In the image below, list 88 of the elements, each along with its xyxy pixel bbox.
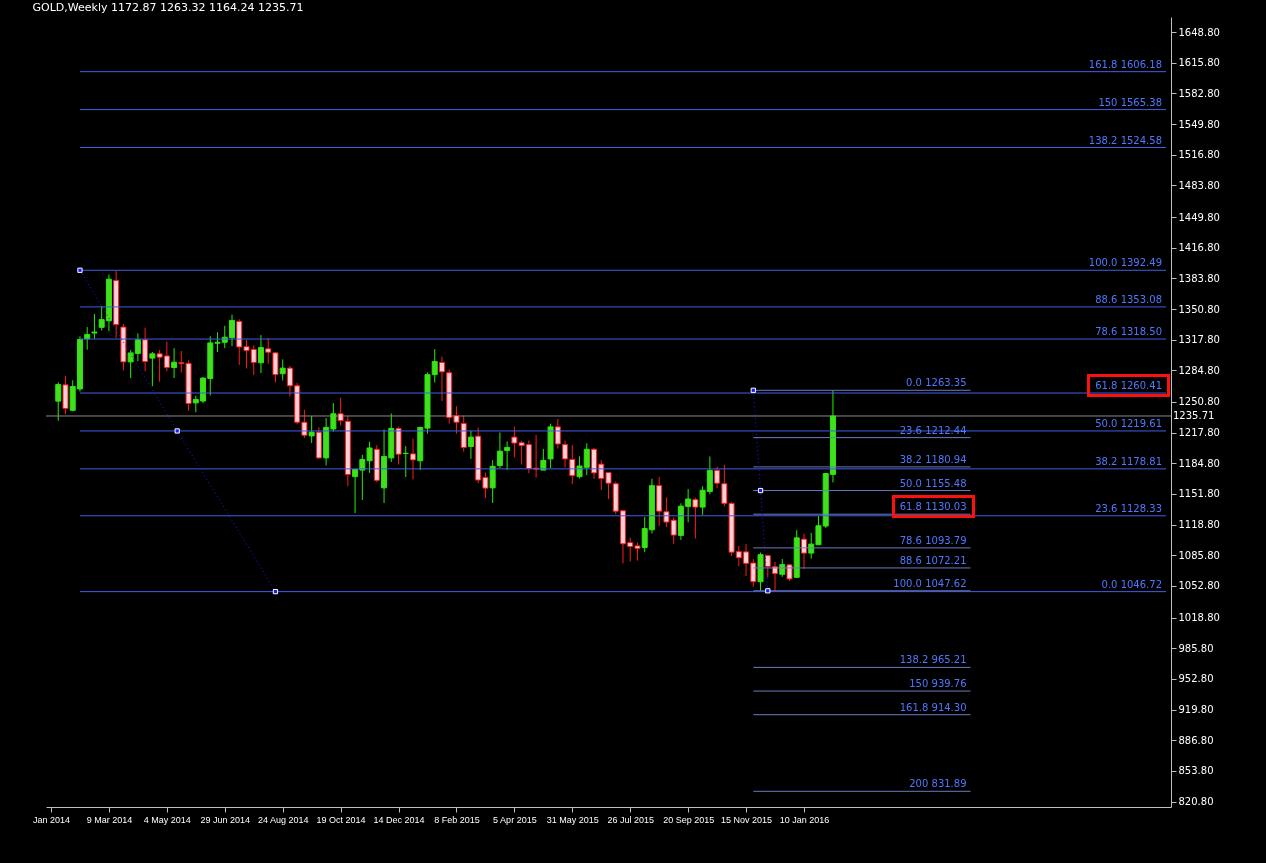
y-tick-label: 1582.80 xyxy=(1178,87,1220,99)
y-tick-label: 1483.80 xyxy=(1178,179,1220,191)
y-tick-label: 886.80 xyxy=(1178,734,1214,746)
point xyxy=(174,428,180,434)
candlestick xyxy=(149,351,156,387)
candlestick xyxy=(257,334,264,374)
candlestick xyxy=(142,327,149,372)
candlestick xyxy=(467,430,474,460)
candlestick xyxy=(410,438,417,480)
annotation: 38.2 1178.81 xyxy=(1095,455,1162,467)
y-tick-label: 1284.80 xyxy=(1178,364,1220,376)
point xyxy=(757,487,764,494)
x-tick-label: 26 Jul 2015 xyxy=(607,814,654,825)
annotation: 100.0 1047.62 xyxy=(893,577,967,589)
annotation: 61.8 1130.03 xyxy=(899,501,967,513)
y-tick-label: 853.80 xyxy=(1178,765,1214,777)
annotation: 0.0 1046.72 xyxy=(1101,578,1162,590)
annotation: 150 1565.38 xyxy=(1098,96,1162,108)
candlestick xyxy=(337,397,344,426)
candlestick xyxy=(438,356,445,402)
annotation: 88.6 1072.21 xyxy=(899,554,967,566)
x-tick-label: 20 Sep 2015 xyxy=(663,814,715,825)
annotation: 23.6 1128.33 xyxy=(1095,502,1162,514)
x-tick-label: 15 Nov 2015 xyxy=(721,814,773,825)
annotation: 50.0 1155.48 xyxy=(899,477,967,489)
y-tick-label: 1615.80 xyxy=(1178,57,1220,69)
y-tick-label: 1184.80 xyxy=(1178,457,1220,469)
annotation: 161.8 914.30 xyxy=(899,701,967,713)
point xyxy=(750,387,756,393)
candlestick xyxy=(460,415,467,453)
ref-line-label: 1235.71 xyxy=(1173,409,1215,421)
candlestick xyxy=(55,381,62,422)
annotation: 38.2 1180.94 xyxy=(899,453,967,465)
annotation: 78.6 1093.79 xyxy=(899,534,967,546)
candlestick xyxy=(171,347,178,379)
x-tick-label: 19 Oct 2014 xyxy=(316,814,366,825)
candlestick xyxy=(279,358,286,381)
x-tick-label: 10 Jan 2016 xyxy=(779,814,830,825)
y-tick-label: 1118.80 xyxy=(1178,519,1220,531)
annotation: 200 831.89 xyxy=(909,778,967,790)
candlestick xyxy=(692,497,699,539)
y-tick-label: 1516.80 xyxy=(1178,149,1220,161)
y-tick-label: 1350.80 xyxy=(1178,303,1220,315)
x-tick-label: 29 Jun 2014 xyxy=(200,814,251,825)
y-tick-label: 1383.80 xyxy=(1178,272,1220,284)
annotation: 61.8 1260.41 xyxy=(1095,380,1162,392)
candlestick xyxy=(308,415,315,444)
y-tick-label: 1416.80 xyxy=(1178,242,1220,254)
x-tick-label: 14 Dec 2014 xyxy=(373,814,425,825)
y-tick-label: 820.80 xyxy=(1178,796,1214,808)
y-tick-label: 1549.80 xyxy=(1178,118,1220,130)
candlestick xyxy=(489,459,496,504)
annotation: 150 939.76 xyxy=(909,678,967,690)
y-tick-label: 1648.80 xyxy=(1178,26,1220,38)
y-tick-label: 1085.80 xyxy=(1178,549,1220,561)
y-tick-label: 1052.80 xyxy=(1178,580,1220,592)
candlestick xyxy=(62,375,69,415)
annotation: 88.6 1353.08 xyxy=(1095,293,1162,305)
annotation: 78.6 1318.50 xyxy=(1095,326,1162,338)
y-tick-label: 1151.80 xyxy=(1178,488,1220,500)
point xyxy=(77,267,83,273)
x-tick-label: Jan 2014 xyxy=(32,814,71,825)
x-tick-label: 8 Feb 2015 xyxy=(434,814,480,825)
y-tick-label: 919.80 xyxy=(1178,704,1214,716)
y-tick-label: 1018.80 xyxy=(1178,612,1220,624)
y-tick-label: 952.80 xyxy=(1178,673,1214,685)
candlestick xyxy=(91,313,98,340)
y-tick-label: 1250.80 xyxy=(1178,396,1220,408)
x-tick-label: 4 May 2014 xyxy=(143,814,191,825)
annotation: 100.0 1392.49 xyxy=(1088,257,1162,269)
annotation: 138.2 1524.58 xyxy=(1088,134,1162,146)
point xyxy=(272,589,279,595)
point xyxy=(765,588,771,594)
y-tick-label: 1449.80 xyxy=(1178,211,1220,223)
annotation: 50.0 1219.61 xyxy=(1095,417,1162,429)
y-tick-label: 985.80 xyxy=(1178,642,1214,654)
y-tick-label: 1317.80 xyxy=(1178,334,1220,346)
annotation: 23.6 1212.44 xyxy=(899,424,967,436)
x-tick-label: 9 Mar 2014 xyxy=(86,814,133,825)
x-tick-label: 24 Aug 2014 xyxy=(257,814,309,825)
y-tick-label: 1217.80 xyxy=(1178,427,1220,439)
annotation: 161.8 1606.18 xyxy=(1088,58,1162,70)
annotation: 138.2 965.21 xyxy=(899,654,967,666)
candlestick xyxy=(800,533,807,570)
annotation: 0.0 1263.35 xyxy=(906,377,967,389)
chart-title: GOLD,Weekly 1172.87 1263.32 1164.24 1235.71 xyxy=(32,1,304,14)
x-tick-label: 5 Apr 2015 xyxy=(493,814,537,825)
x-tick-label: 31 May 2015 xyxy=(546,814,599,825)
